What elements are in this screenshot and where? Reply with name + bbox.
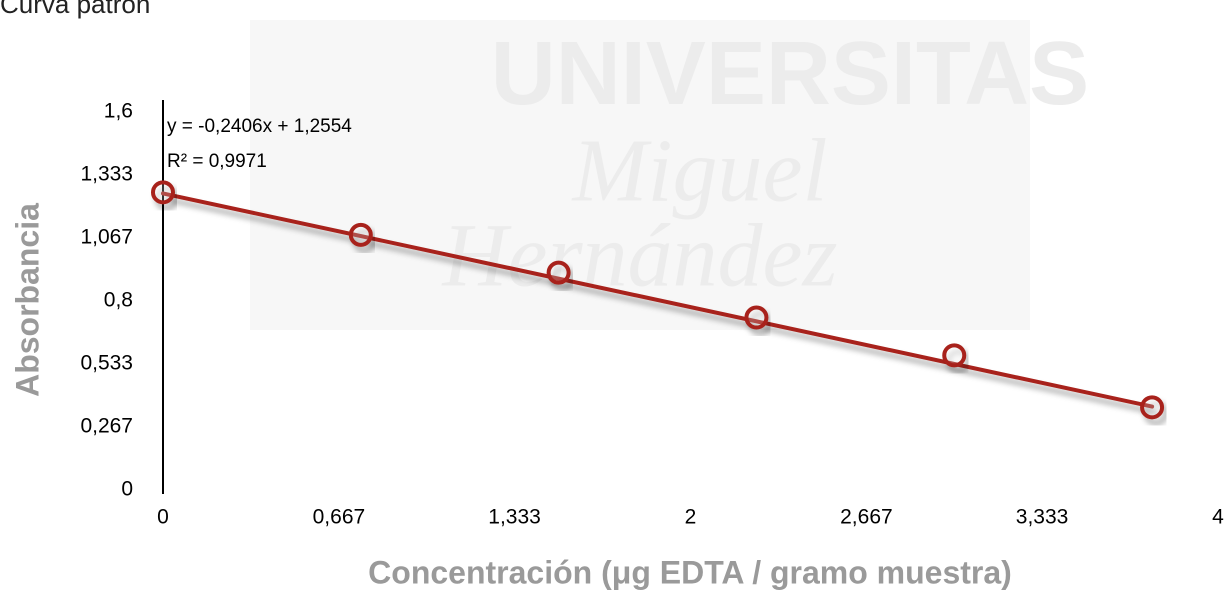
data-point (348, 222, 373, 247)
x-axis-title: Concentración (μg EDTA / gramo muestra) (368, 554, 1012, 590)
x-tick-label: 2 (685, 506, 697, 529)
watermark-bg (250, 20, 1030, 330)
x-tick-label: 2,667 (840, 506, 893, 529)
y-axis-title: Absorbancia (9, 203, 45, 397)
trendline-equation: y = -0,2406x + 1,2554 (167, 116, 352, 137)
watermark-text: Miguel (571, 122, 828, 221)
y-tick-label: 1,333 (80, 163, 133, 186)
trendline-r2: R² = 0,9971 (167, 151, 267, 172)
watermark-text: UNIVERSITAS (491, 24, 1089, 124)
chart-title: Curva patrón (0, 0, 150, 19)
data-point (151, 180, 175, 205)
y-tick-label: 0,8 (104, 289, 133, 312)
watermark: UNIVERSITAS Miguel Hernández (250, 20, 1089, 330)
data-point (942, 343, 967, 368)
y-tick-label: 1,067 (80, 225, 133, 248)
y-tick-label: 0 (121, 478, 133, 501)
data-point (546, 260, 571, 285)
data-point (1140, 395, 1165, 420)
x-tick-label: 0 (157, 506, 169, 529)
x-tick-label: 0,667 (313, 506, 366, 529)
y-tick-label: 0,533 (80, 352, 133, 375)
y-tick-label: 0,267 (80, 414, 133, 437)
x-tick-label: 4 (1212, 506, 1224, 529)
x-tick-label: 1,333 (488, 506, 541, 529)
y-tick-label: 1,6 (104, 100, 133, 123)
trendline (161, 191, 1155, 409)
data-point (744, 305, 769, 330)
x-tick-label: 3,333 (1016, 506, 1069, 529)
watermark-text: Hernández (442, 207, 838, 306)
